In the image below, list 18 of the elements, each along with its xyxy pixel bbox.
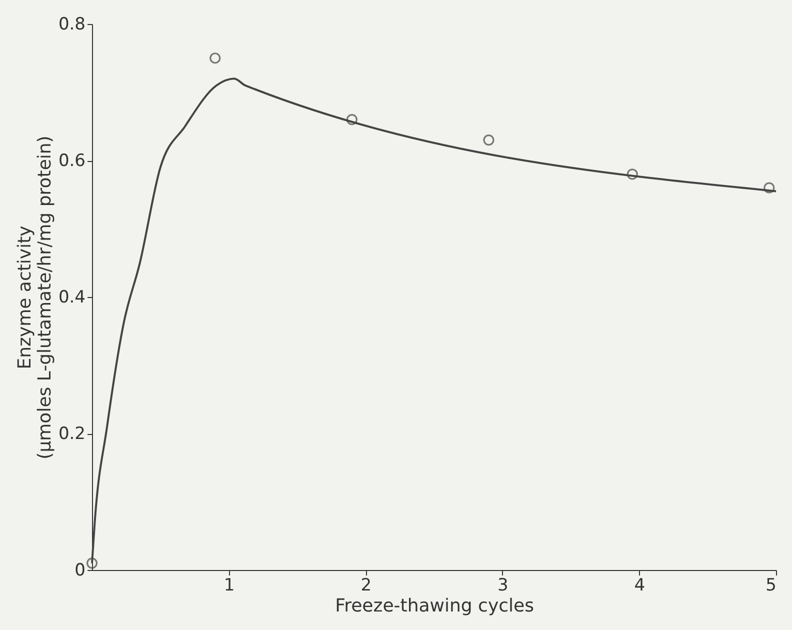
point (210, 52, 221, 64)
y-tick-label: 0.2 (58, 424, 86, 444)
y-tick-label: 0.6 (58, 151, 86, 171)
x-axis-title: Freeze-thawing cycles (335, 596, 534, 616)
point (626, 168, 638, 180)
point (764, 182, 775, 194)
x-tick-label: 2 (360, 576, 372, 596)
y-tick-label: 0.4 (58, 288, 86, 308)
x-tick-label: 3 (497, 576, 508, 596)
x-tick-label: 1 (224, 576, 235, 596)
y-axis-title: Enzyme activity (µmoles L-glutamate/hr/mg protein) (14, 136, 56, 460)
y-tick-label: 0 (74, 560, 86, 580)
point (86, 558, 98, 569)
y-tick-label: 0.8 (58, 14, 86, 34)
point (346, 114, 358, 126)
x-tick-label: 4 (634, 576, 646, 596)
x-tick-label: 5 (766, 576, 776, 596)
point (483, 134, 494, 146)
